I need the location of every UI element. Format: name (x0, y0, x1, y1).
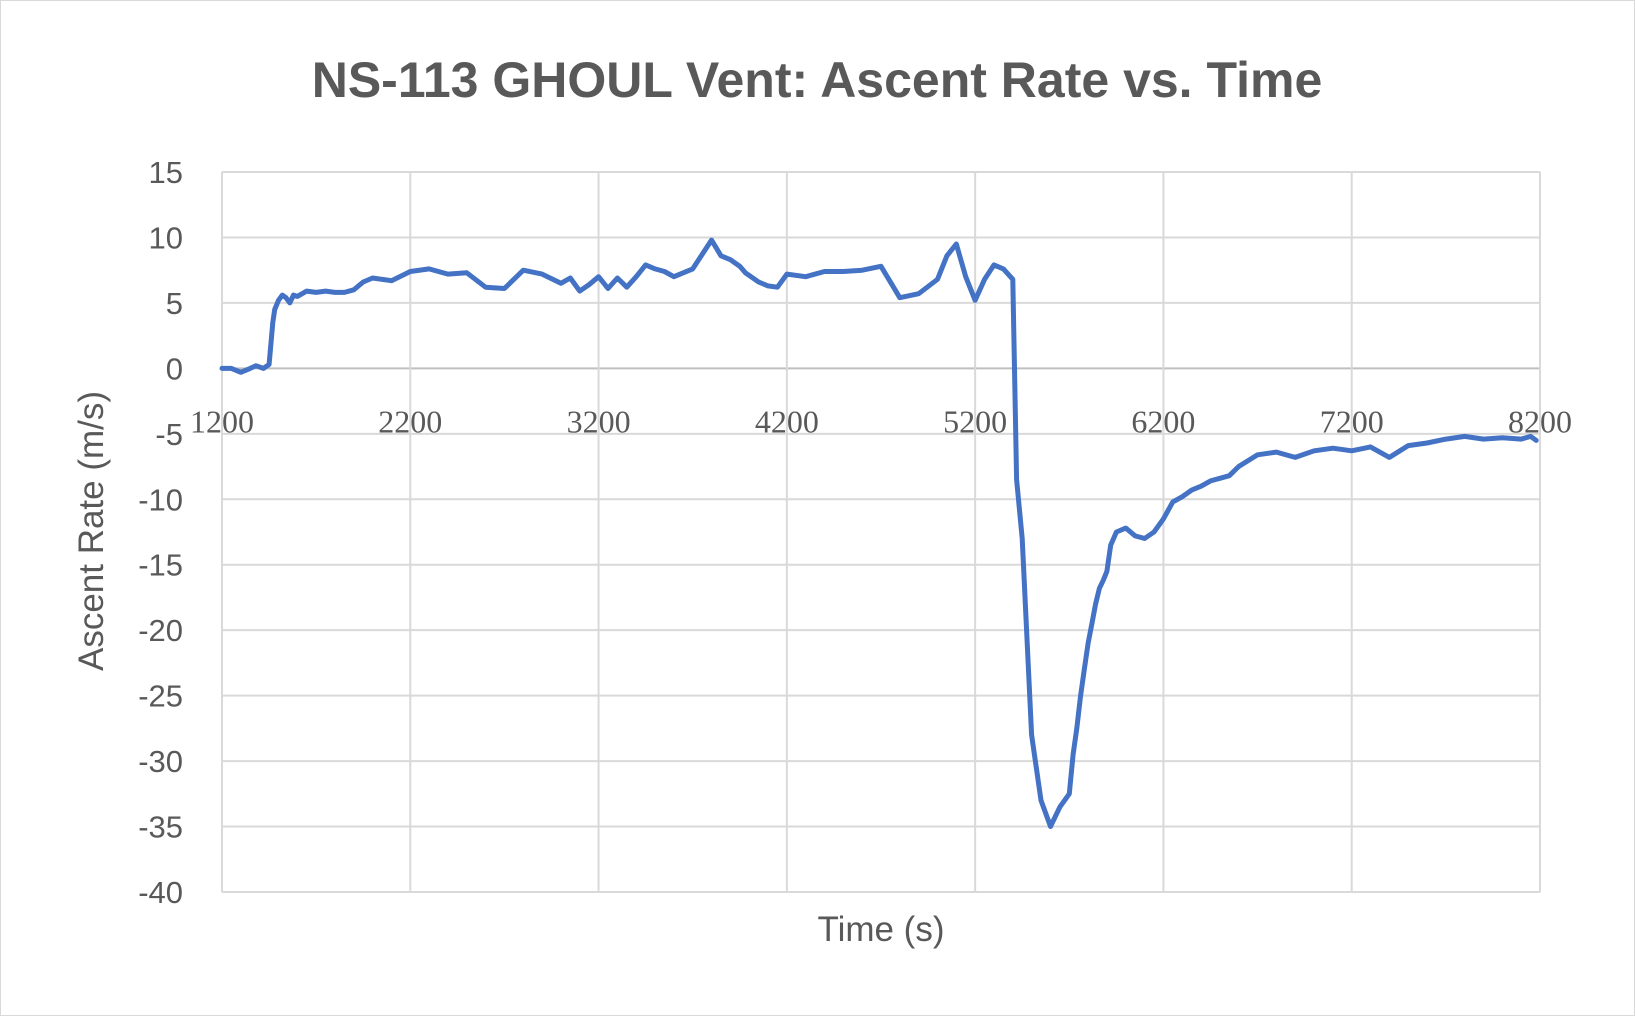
y-tick-label: 15 (149, 155, 183, 190)
x-tick-label: 6200 (1131, 403, 1195, 439)
y-tick-label: -5 (155, 417, 183, 452)
x-tick-label: 7200 (1320, 403, 1384, 439)
x-tick-label: 8200 (1508, 403, 1572, 439)
chart-title: NS-113 GHOUL Vent: Ascent Rate vs. Time (312, 52, 1323, 108)
y-tick-labels: 15 10 5 0 -5 -10 -15 -20 -25 -30 -35 -40 (138, 155, 183, 910)
y-tick-label: -40 (138, 875, 183, 910)
x-tick-label: 3200 (567, 403, 631, 439)
x-tick-labels: 1200 2200 3200 4200 5200 6200 7200 8200 (190, 403, 1572, 439)
y-tick-label: 5 (166, 286, 183, 321)
y-tick-label: 0 (166, 351, 183, 386)
series-line (219, 237, 1539, 829)
x-tick-label: 2200 (378, 403, 442, 439)
y-tick-label: -15 (138, 548, 183, 583)
y-gridlines (222, 171, 1540, 893)
x-tick-label: 4200 (755, 403, 819, 439)
y-tick-label: -35 (138, 810, 183, 845)
y-tick-label: -10 (138, 482, 183, 517)
y-tick-label: -25 (138, 679, 183, 714)
y-tick-label: -30 (138, 744, 183, 779)
x-tick-label: 5200 (943, 403, 1007, 439)
x-axis-title: Time (s) (817, 910, 944, 949)
series-group (219, 237, 1539, 829)
x-tick-label: 1200 (190, 403, 254, 439)
y-tick-label: -20 (138, 613, 183, 648)
y-tick-label: 10 (149, 220, 183, 255)
x-gridlines (221, 172, 1541, 892)
y-axis-title: Ascent Rate (m/s) (72, 391, 111, 671)
